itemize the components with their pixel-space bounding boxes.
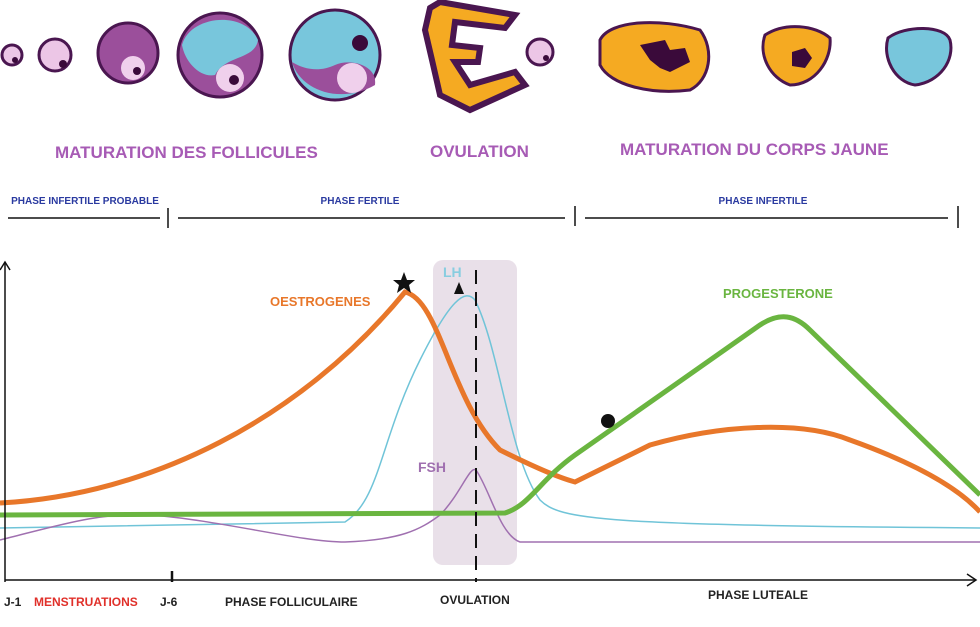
follicle-illustrations bbox=[0, 0, 953, 114]
hormone-label: LH bbox=[443, 264, 462, 280]
axis-label: MENSTRUATIONS bbox=[34, 595, 138, 609]
phase-label: PHASE INFERTILE PROBABLE bbox=[11, 196, 159, 207]
phase-label: PHASE INFERTILE bbox=[719, 196, 808, 207]
phase-lines bbox=[8, 206, 959, 228]
hormone-label: PROGESTERONE bbox=[723, 286, 833, 301]
stage-label: OVULATION bbox=[430, 142, 529, 161]
axis-label: PHASE FOLLICULAIRE bbox=[225, 595, 358, 609]
axis-label: J-1 bbox=[4, 595, 22, 609]
stage-label: MATURATION DES FOLLICULES bbox=[55, 143, 318, 162]
hormone-label: OESTROGENES bbox=[270, 294, 371, 309]
axis-label: J-6 bbox=[160, 595, 178, 609]
triangle-marker bbox=[454, 282, 464, 294]
hormone-label: FSH bbox=[418, 459, 446, 475]
axes bbox=[0, 260, 978, 587]
axis-label: PHASE LUTEALE bbox=[708, 588, 808, 602]
axis-label: OVULATION bbox=[440, 593, 510, 607]
dot-marker bbox=[601, 414, 615, 428]
star-marker bbox=[393, 272, 415, 293]
phase-label: PHASE FERTILE bbox=[321, 196, 400, 207]
curves bbox=[0, 289, 980, 543]
stage-label: MATURATION DU CORPS JAUNE bbox=[620, 140, 889, 159]
